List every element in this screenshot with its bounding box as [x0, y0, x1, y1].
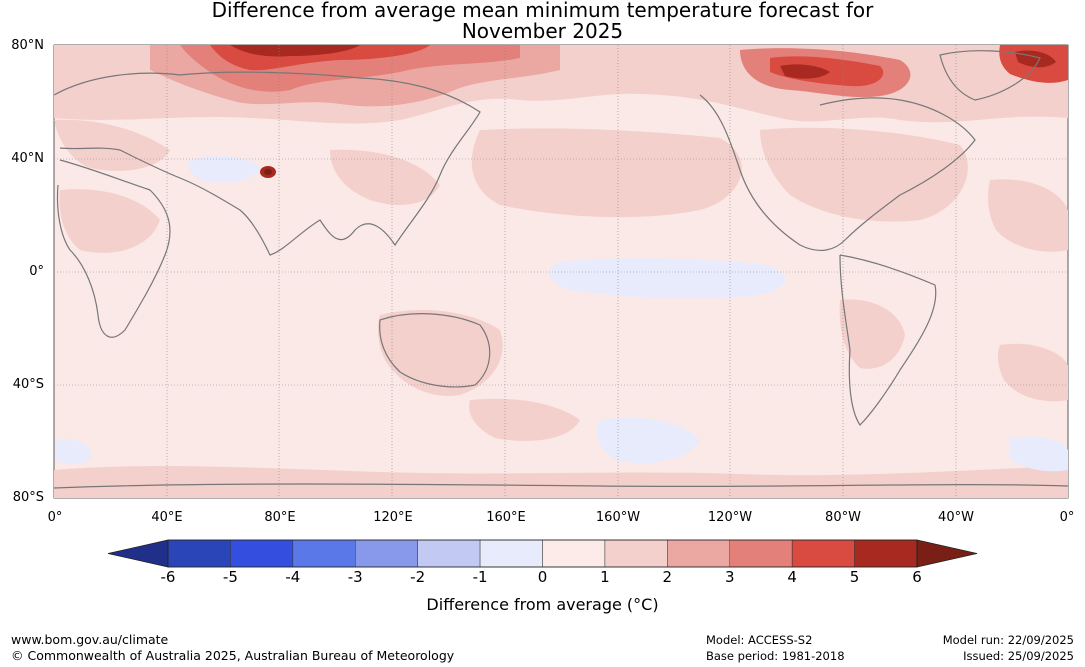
lon-label-0-west: 0° — [47, 510, 63, 525]
colorbar-swatch — [292, 539, 356, 568]
anomaly-region-south-atlantic — [997, 343, 1068, 402]
colorbar-tick-label: 0 — [537, 568, 548, 586]
anomaly-field — [54, 45, 1068, 498]
colorbar-tick-label: 1 — [600, 568, 610, 586]
anomaly-region-south-america — [839, 299, 905, 369]
anomaly-region-antarctic-band — [54, 466, 1068, 498]
colorbar-tick-label: 5 — [849, 568, 860, 586]
anomaly-region-canada-max — [780, 64, 830, 79]
colorbar-swatch — [542, 539, 606, 568]
colorbar-tick-label: 6 — [912, 568, 922, 586]
colorbar-tick-label: 2 — [662, 568, 673, 586]
colorbar-tick-label: -2 — [410, 568, 426, 586]
colorbar — [107, 539, 978, 568]
coast-africa — [56, 159, 171, 338]
colorbar-tick-label: 4 — [787, 568, 797, 586]
anomaly-region-tibet-cool — [188, 155, 260, 183]
colorbar-swatch — [604, 539, 668, 568]
colorbar-tick-label: -1 — [472, 568, 488, 586]
colorbar-swatch — [167, 539, 231, 568]
coast-greenland — [939, 50, 1041, 101]
anomaly-region-south-atlantic-cool — [1010, 436, 1068, 472]
colorbar-tick-label: -3 — [347, 568, 363, 586]
coast-eurasia — [53, 71, 481, 256]
lon-label-120e: 120°E — [373, 510, 413, 525]
anomaly-region-equatorial-pacific — [549, 258, 786, 298]
colorbar-extend-high — [916, 539, 978, 568]
footer-base-period: Base period: 1981-2018 — [706, 649, 845, 663]
coast-antarctica — [53, 483, 1069, 489]
colorbar-tick-label: -6 — [160, 568, 176, 586]
anomaly-region-southern-ocean-cool — [596, 417, 700, 464]
chart-title-line1: Difference from average mean minimum tem… — [211, 0, 874, 22]
colorbar-swatch — [417, 539, 481, 568]
colorbar-swatch — [230, 539, 294, 568]
footer-issued: Issued: 25/09/2025 — [963, 649, 1074, 663]
anomaly-hotspot-himalaya-core — [264, 169, 272, 175]
lon-label-0-east: 0° — [1059, 510, 1075, 525]
lat-label-80n: 80°N — [11, 38, 44, 53]
anomaly-region-europe — [54, 119, 170, 171]
colorbar-label: Difference from average (°C) — [426, 595, 659, 614]
colorbar-swatch — [667, 539, 730, 568]
colorbar-tick-label: -4 — [285, 568, 301, 586]
footer-model-run: Model run: 22/09/2025 — [942, 633, 1074, 647]
anomaly-region-australia — [377, 310, 503, 396]
anomaly-region-china — [330, 149, 440, 205]
forecast-map — [53, 44, 1069, 499]
lon-label-160e: 160°E — [486, 510, 526, 525]
footer-copyright: © Commonwealth of Australia 2025, Austra… — [11, 648, 455, 663]
colorbar-tick-label: 3 — [724, 568, 735, 586]
anomaly-region-north-america — [760, 127, 968, 222]
colorbar-tick-label: -5 — [222, 568, 238, 586]
lon-label-40w: 40°W — [938, 510, 974, 525]
coast-australia — [379, 313, 491, 388]
lon-label-160w: 160°W — [595, 510, 641, 525]
anomaly-region-north-africa — [59, 189, 160, 253]
coast-north-america — [699, 94, 976, 252]
gridlines — [54, 45, 1068, 498]
lon-label-120w: 120°W — [707, 510, 753, 525]
chart-title-line2: November 2025 — [461, 19, 624, 43]
lon-label-80e: 80°E — [264, 510, 296, 525]
lat-label-40s: 40°S — [12, 377, 44, 392]
anomaly-region-south-indian-cool — [55, 438, 92, 465]
colorbar-swatch — [355, 539, 418, 568]
anomaly-region-north-pacific — [471, 128, 742, 218]
lon-label-40e: 40°E — [151, 510, 183, 525]
colorbar-swatch — [854, 539, 918, 568]
colorbar-swatch — [791, 539, 855, 568]
coast-south-america — [839, 254, 937, 426]
lat-label-equator: 0° — [29, 264, 44, 279]
lat-label-80s: 80°S — [12, 490, 44, 505]
lon-label-80w: 80°W — [825, 510, 861, 525]
anomaly-region-south-pacific — [469, 398, 580, 441]
colorbar-swatch — [729, 539, 793, 568]
footer-website: www.bom.gov.au/climate — [11, 632, 169, 647]
anomaly-region-atlantic — [988, 179, 1068, 252]
colorbar-swatch — [479, 539, 543, 568]
lat-label-40n: 40°N — [11, 151, 44, 166]
anomaly-region-arctic-max — [230, 45, 360, 57]
coastlines — [53, 50, 1069, 489]
colorbar-extend-low — [107, 539, 169, 568]
footer-model: Model: ACCESS-S2 — [706, 633, 813, 647]
colorbar-outline — [167, 539, 918, 568]
